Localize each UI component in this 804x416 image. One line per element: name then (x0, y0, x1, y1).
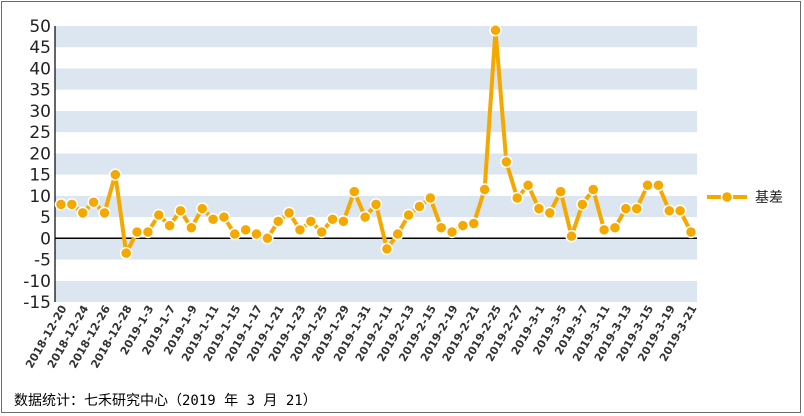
data-point (467, 217, 481, 230)
data-point (630, 202, 643, 215)
grid-band (55, 26, 697, 48)
grid-bands (55, 26, 697, 302)
data-point (337, 215, 350, 228)
data-point (271, 215, 285, 228)
grid-band (55, 280, 697, 302)
data-point (456, 219, 470, 232)
data-point (358, 210, 372, 224)
data-point (413, 200, 426, 213)
series-layer (54, 23, 698, 260)
data-point (380, 242, 394, 256)
data-point (195, 202, 209, 215)
data-point (369, 198, 383, 211)
data-point (391, 227, 404, 241)
data-point (261, 232, 274, 245)
y-tick-label: 10 (29, 187, 51, 207)
data-point (608, 221, 622, 234)
data-point (663, 204, 676, 217)
data-point (239, 223, 252, 237)
y-tick-label: 15 (29, 166, 51, 186)
data-point (141, 225, 155, 239)
data-point (673, 204, 687, 217)
y-tick-label: 20 (29, 144, 51, 164)
data-point (130, 225, 144, 239)
data-point (185, 221, 198, 234)
y-tick-label: 25 (29, 123, 51, 143)
data-point (500, 155, 513, 169)
y-tick-label: 35 (29, 81, 51, 101)
data-point (424, 191, 437, 205)
data-point (652, 178, 665, 192)
grid-band (55, 132, 697, 154)
data-point (163, 219, 176, 232)
y-tick-label: 30 (29, 102, 51, 122)
data-point (87, 195, 100, 209)
data-point (228, 227, 242, 241)
data-point (521, 178, 535, 192)
data-point (174, 204, 187, 217)
legend: 基差 (707, 189, 783, 206)
y-tick-label: 5 (40, 208, 51, 228)
grid-band (55, 174, 697, 196)
grid-band (55, 47, 697, 69)
data-point (293, 223, 307, 237)
y-tick-label: -5 (34, 251, 51, 271)
grid-band (55, 153, 697, 175)
data-point (206, 212, 220, 226)
data-point (554, 185, 567, 198)
data-point (250, 227, 263, 241)
data-point (434, 221, 448, 234)
y-tick-label: 0 (40, 229, 51, 249)
data-point (445, 225, 459, 239)
legend-marker (720, 190, 734, 204)
data-point (76, 206, 89, 220)
data-point (684, 225, 698, 239)
x-axis-ticks: 2018-12-202018-12-242018-12-262018-12-28… (23, 303, 699, 371)
data-point (586, 183, 600, 196)
data-point (119, 246, 133, 260)
data-point (304, 215, 318, 228)
data-point (641, 178, 654, 192)
data-point (326, 212, 339, 226)
data-point (217, 210, 231, 224)
grid-band (55, 68, 697, 90)
data-point (565, 229, 578, 243)
data-point (65, 198, 79, 211)
y-tick-label: -15 (23, 293, 51, 313)
source-note: 数据统计：七禾研究中心（2019 年 3 月 21） (14, 393, 317, 409)
data-point (543, 206, 557, 220)
y-tick-label: 45 (29, 38, 51, 58)
data-point (510, 191, 524, 205)
grid-band (55, 89, 697, 111)
legend-label: 基差 (755, 189, 783, 206)
y-tick-label: 40 (29, 59, 51, 79)
data-point (348, 185, 361, 198)
y-tick-label: 50 (29, 17, 51, 37)
data-point (576, 198, 589, 211)
grid-band (55, 110, 697, 133)
data-point (619, 202, 633, 215)
grid-band (55, 238, 697, 260)
data-point (532, 202, 546, 215)
data-point (489, 23, 502, 37)
data-point (54, 198, 68, 211)
data-point (282, 206, 296, 220)
data-point (315, 225, 328, 239)
data-point (597, 223, 611, 237)
data-point (152, 208, 166, 222)
axes (54, 26, 697, 302)
data-point (109, 168, 122, 181)
grid-band (55, 259, 697, 281)
y-tick-label: -10 (23, 272, 51, 292)
data-point (98, 206, 111, 220)
data-point (478, 183, 491, 196)
data-point (402, 208, 415, 222)
